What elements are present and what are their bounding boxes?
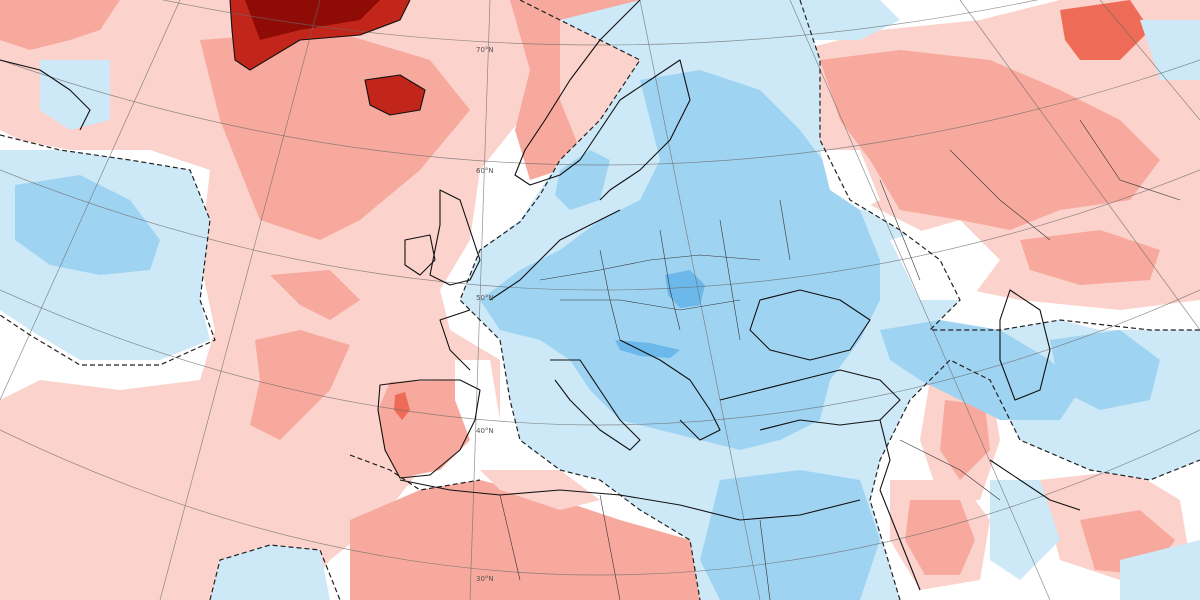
iceland-coast	[364, 74, 426, 116]
labrador-coast	[0, 59, 91, 131]
gulf-cold-weak	[990, 480, 1060, 580]
nafrica-warm-mod	[350, 480, 700, 600]
urals-warm-mod	[1020, 230, 1160, 285]
meridian-5	[789, 0, 1051, 600]
meridian-4	[639, 0, 761, 600]
russia-warm-mod	[820, 50, 1160, 230]
lat-label-30: 30°N	[476, 575, 494, 583]
caucasus-white-gap	[890, 220, 1000, 300]
meridian-2	[159, 0, 321, 600]
lat-label-50: 50°N	[476, 294, 494, 302]
coastlines	[0, 0, 1081, 591]
lat-label-70: 70°N	[476, 46, 494, 54]
britain-coast	[429, 189, 481, 286]
lat-label-40: 40°N	[476, 427, 494, 435]
parallel-50n	[0, 169, 1200, 291]
persian-gulf-coast	[989, 459, 1081, 511]
arabia-warm-mod	[905, 500, 975, 575]
meridian-3	[469, 0, 491, 600]
borders	[499, 119, 1181, 600]
greenland-coast	[229, 0, 411, 71]
latitude-labels: 70°N 60°N 50°N 40°N 30°N	[476, 46, 494, 583]
azores-warm-mod-2	[250, 330, 350, 440]
nafrica-coast	[399, 479, 861, 521]
europe-cold-mod	[480, 70, 880, 450]
iceland-warm-extreme	[365, 75, 425, 115]
russia-warm-strong	[1060, 0, 1150, 60]
norway-coast	[514, 0, 641, 186]
russia-cold-weak	[790, 0, 900, 40]
iberia-coast	[377, 379, 481, 479]
labrador-warm-mod	[0, 0, 120, 50]
caspian-coast	[999, 289, 1051, 401]
balkan-coast	[619, 339, 721, 441]
canary-cold-weak	[210, 545, 330, 600]
redsea-coast	[879, 489, 921, 591]
iberia-white-gap	[455, 360, 500, 440]
greenland-warm-max	[245, 0, 380, 40]
hungary-cold-strong	[665, 270, 705, 308]
greece-turkey-coast	[719, 369, 901, 431]
black-sea-coast	[749, 289, 871, 361]
parallel-40n	[0, 289, 1200, 426]
adriatic-cold-strong	[615, 340, 680, 358]
parallel-60n	[0, 59, 1200, 166]
nafrica-warm-weak	[480, 470, 600, 510]
meridian-1	[0, 0, 181, 401]
parallel-30n	[0, 429, 1200, 576]
meridian-6	[959, 0, 1200, 331]
egypt-cold-mod	[700, 470, 880, 600]
europe-w-coast	[489, 209, 621, 301]
mideast-warm-mod	[940, 400, 990, 480]
levant-coast	[879, 419, 891, 491]
iran-cold-weak	[1120, 540, 1200, 600]
azores-warm-mod	[270, 270, 360, 320]
meridian-7	[1099, 0, 1200, 121]
parallel-70n	[161, 0, 1039, 46]
kazakh-cold-mod	[1050, 330, 1160, 410]
lat-label-60: 60°N	[476, 167, 494, 175]
france-coast	[439, 309, 471, 371]
watlantic-cold-mod	[15, 175, 160, 275]
italy-coast	[550, 359, 641, 451]
casp-cold-mod	[880, 320, 1080, 420]
ireland-coast	[404, 234, 436, 276]
iberia-warm-strong	[394, 392, 410, 420]
italy-cold-weak	[520, 380, 580, 460]
baltic-white-gap	[820, 150, 880, 210]
sweden-finland-coast	[579, 59, 691, 201]
